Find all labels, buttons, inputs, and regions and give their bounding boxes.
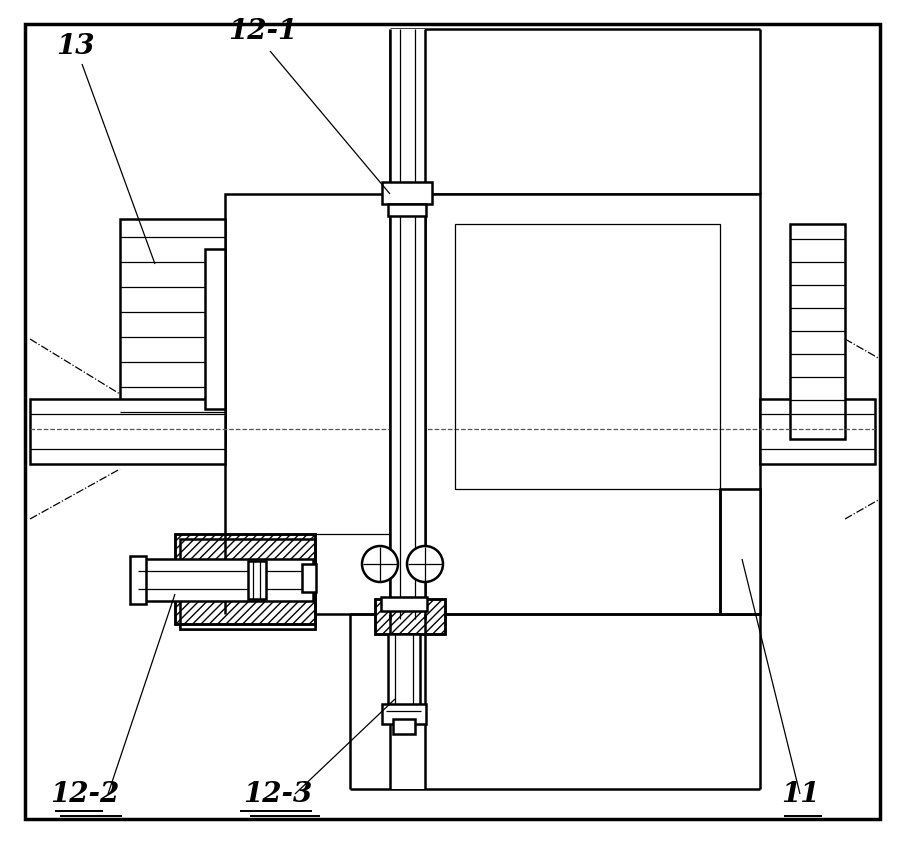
Circle shape: [407, 546, 443, 582]
Bar: [425, 195, 760, 614]
Bar: [760, 399, 875, 464]
Bar: [375, 599, 445, 634]
Bar: [302, 565, 316, 592]
Bar: [225, 195, 390, 614]
Bar: [382, 183, 432, 205]
Bar: [175, 534, 315, 625]
Bar: [175, 534, 315, 625]
Bar: [205, 250, 225, 409]
Bar: [390, 30, 760, 195]
Bar: [375, 599, 445, 634]
Bar: [393, 719, 415, 734]
Bar: [248, 561, 266, 599]
Text: 12-3: 12-3: [243, 780, 312, 807]
Bar: [350, 614, 760, 789]
Text: 12-2: 12-2: [51, 780, 119, 807]
Text: 13: 13: [56, 33, 94, 60]
Bar: [790, 225, 845, 440]
Bar: [180, 539, 315, 630]
Bar: [180, 539, 315, 630]
Bar: [130, 556, 146, 604]
Bar: [138, 560, 313, 601]
Bar: [390, 614, 425, 789]
Bar: [382, 704, 426, 724]
Bar: [388, 205, 426, 217]
Circle shape: [362, 546, 398, 582]
Bar: [30, 399, 225, 464]
Text: 11: 11: [781, 780, 819, 807]
Bar: [120, 219, 225, 445]
Bar: [180, 539, 315, 630]
Bar: [455, 225, 720, 490]
Text: 12-1: 12-1: [228, 18, 298, 45]
Bar: [720, 490, 760, 614]
Bar: [381, 598, 427, 611]
Bar: [390, 30, 425, 619]
Bar: [388, 634, 420, 714]
